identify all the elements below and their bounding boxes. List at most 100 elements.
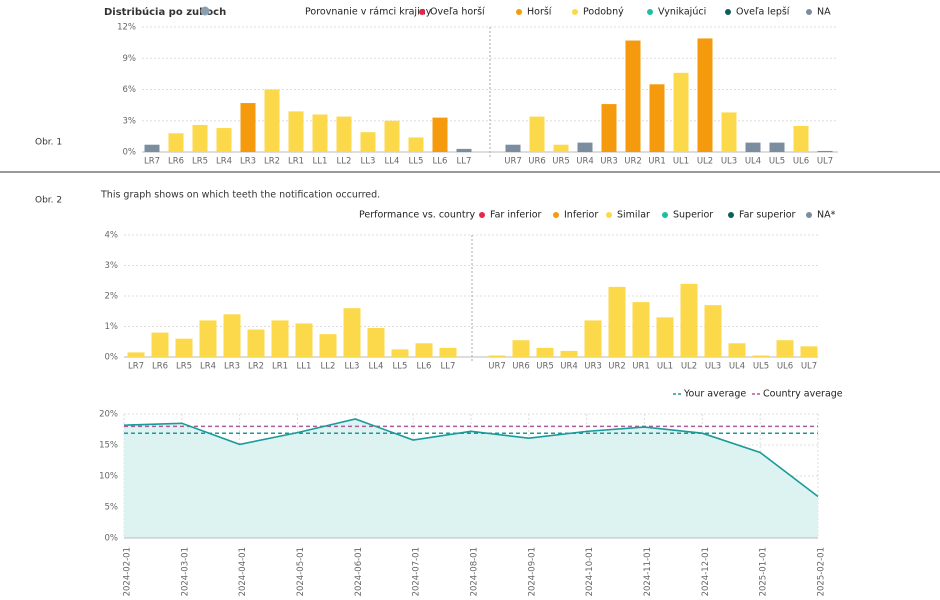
- x-tick-label: UR3: [584, 362, 602, 372]
- x-tick-label: LL1: [297, 362, 312, 372]
- bar: [793, 125, 809, 152]
- x-tick-label: LL7: [457, 157, 472, 167]
- bar: [577, 142, 593, 152]
- x-tick-label: 2024-03-01: [180, 547, 190, 596]
- legend-dot: [662, 212, 668, 218]
- bar: [601, 104, 617, 152]
- x-tick-label: LR6: [152, 362, 168, 372]
- subtitle: This graph shows on which teeth the noti…: [100, 190, 380, 201]
- bar: [776, 340, 794, 357]
- y-tick-label: 15%: [99, 441, 118, 451]
- bar: [512, 340, 530, 357]
- legend-label: Oveľa lepší: [736, 7, 790, 18]
- x-tick-label: UL4: [745, 157, 761, 167]
- x-tick-label: UL1: [657, 362, 673, 372]
- x-tick-label: LL5: [409, 157, 424, 167]
- x-tick-label: LL2: [321, 362, 336, 372]
- x-tick-label: LL7: [441, 362, 456, 372]
- legend-label: Podobný: [583, 7, 624, 18]
- x-tick-label: UR7: [504, 157, 522, 167]
- legend-dot: [553, 212, 559, 218]
- legend-dot: [647, 9, 653, 15]
- x-tick-label: LR1: [288, 157, 304, 167]
- y-tick-label: 1%: [105, 322, 119, 332]
- bar: [649, 84, 665, 152]
- y-tick-label: 0%: [123, 148, 137, 158]
- y-tick-label: 6%: [123, 85, 137, 95]
- bar: [800, 346, 818, 357]
- y-tick-label: 3%: [123, 116, 137, 126]
- x-tick-label: UR6: [528, 157, 546, 167]
- bar: [127, 352, 145, 357]
- x-tick-label: LR6: [168, 157, 184, 167]
- x-tick-label: 2024-10-01: [585, 547, 595, 596]
- bar: [240, 103, 256, 152]
- x-tick-label: UL5: [753, 362, 769, 372]
- bar: [704, 305, 722, 357]
- bar: [408, 137, 424, 152]
- x-tick-label: UR7: [488, 362, 506, 372]
- bar: [697, 38, 713, 153]
- bar: [192, 124, 208, 152]
- y-tick-label: 2%: [105, 292, 119, 302]
- x-tick-label: LL2: [337, 157, 352, 167]
- bar: [553, 144, 569, 152]
- x-tick-label: LR5: [192, 157, 208, 167]
- x-tick-label: LL4: [385, 157, 400, 167]
- bar: [817, 150, 833, 152]
- x-tick-label: UL6: [793, 157, 809, 167]
- bar: [721, 112, 737, 152]
- x-tick-label: LL3: [361, 157, 376, 167]
- legend-dot: [728, 212, 734, 218]
- bar: [584, 320, 602, 357]
- legend-dot: [806, 212, 812, 218]
- legend-dot: [572, 9, 578, 15]
- x-tick-label: UL5: [769, 157, 785, 167]
- legend-dot: [606, 212, 612, 218]
- x-tick-label: 2024-09-01: [527, 547, 537, 596]
- bar: [216, 128, 232, 152]
- x-tick-label: 2024-07-01: [412, 547, 422, 596]
- bar: [432, 117, 448, 152]
- x-tick-label: LR2: [264, 157, 280, 167]
- y-tick-label: 5%: [105, 503, 119, 513]
- bar: [384, 120, 400, 152]
- bar: [625, 40, 641, 152]
- bar: [360, 132, 376, 152]
- bar: [673, 72, 689, 152]
- x-tick-label: UL7: [817, 157, 833, 167]
- bar: [656, 317, 674, 357]
- bar: [271, 320, 289, 357]
- bar: [319, 334, 337, 357]
- x-tick-label: UR3: [600, 157, 618, 167]
- y-tick-label: 9%: [123, 54, 137, 64]
- y-tick-label: 12%: [117, 23, 136, 33]
- legend-label: NA: [817, 7, 831, 18]
- x-tick-label: 2024-11-01: [643, 547, 653, 596]
- bar: [488, 355, 506, 357]
- x-tick-label: UR5: [552, 157, 570, 167]
- bar: [264, 89, 280, 152]
- bar: [367, 328, 385, 357]
- legend-label: Your average: [683, 389, 746, 400]
- info-icon[interactable]: [200, 6, 210, 16]
- x-tick-label: 2024-02-01: [123, 547, 133, 596]
- x-tick-label: LL1: [313, 157, 328, 167]
- x-tick-label: UL4: [729, 362, 745, 372]
- y-tick-label: 4%: [105, 231, 119, 241]
- y-tick-label: 20%: [99, 410, 118, 420]
- x-tick-label: LL3: [345, 362, 360, 372]
- x-tick-label: 2024-08-01: [470, 547, 480, 596]
- bar: [769, 142, 785, 152]
- x-tick-label: UR6: [512, 362, 530, 372]
- x-tick-label: UR1: [648, 157, 666, 167]
- legend-label: Horší: [527, 7, 552, 18]
- bar: [168, 133, 184, 152]
- bar: [247, 329, 265, 357]
- bar: [745, 142, 761, 152]
- x-tick-label: UL7: [801, 362, 817, 372]
- x-tick-label: LR1: [272, 362, 288, 372]
- bar: [199, 320, 217, 357]
- legend-label: Country average: [763, 389, 843, 400]
- bar: [536, 347, 554, 357]
